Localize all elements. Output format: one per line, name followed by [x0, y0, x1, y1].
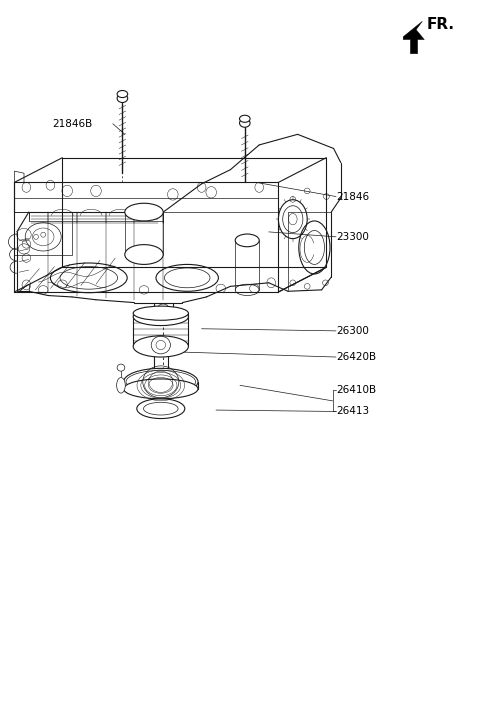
Ellipse shape [117, 364, 125, 371]
Ellipse shape [235, 234, 259, 247]
Ellipse shape [240, 115, 250, 122]
Ellipse shape [133, 306, 188, 320]
Text: 21846: 21846 [336, 192, 369, 201]
Polygon shape [403, 21, 424, 54]
Ellipse shape [125, 204, 163, 221]
Ellipse shape [152, 336, 169, 346]
Ellipse shape [133, 336, 188, 357]
Ellipse shape [133, 308, 188, 325]
Text: 26413: 26413 [336, 407, 369, 416]
Ellipse shape [124, 368, 198, 395]
Text: 26420B: 26420B [336, 352, 376, 362]
Ellipse shape [124, 379, 198, 399]
Ellipse shape [117, 90, 128, 98]
Ellipse shape [125, 245, 163, 264]
Bar [14, 212, 72, 255]
Text: 26300: 26300 [336, 326, 369, 336]
Ellipse shape [154, 344, 168, 352]
Ellipse shape [126, 370, 196, 393]
Ellipse shape [117, 94, 128, 103]
Text: 23300: 23300 [336, 232, 369, 242]
Ellipse shape [240, 119, 250, 127]
Ellipse shape [117, 378, 125, 393]
Text: FR.: FR. [426, 16, 454, 32]
Ellipse shape [137, 399, 185, 419]
Text: 26410B: 26410B [336, 385, 376, 395]
Text: 21846B: 21846B [52, 119, 92, 129]
Ellipse shape [144, 402, 178, 415]
